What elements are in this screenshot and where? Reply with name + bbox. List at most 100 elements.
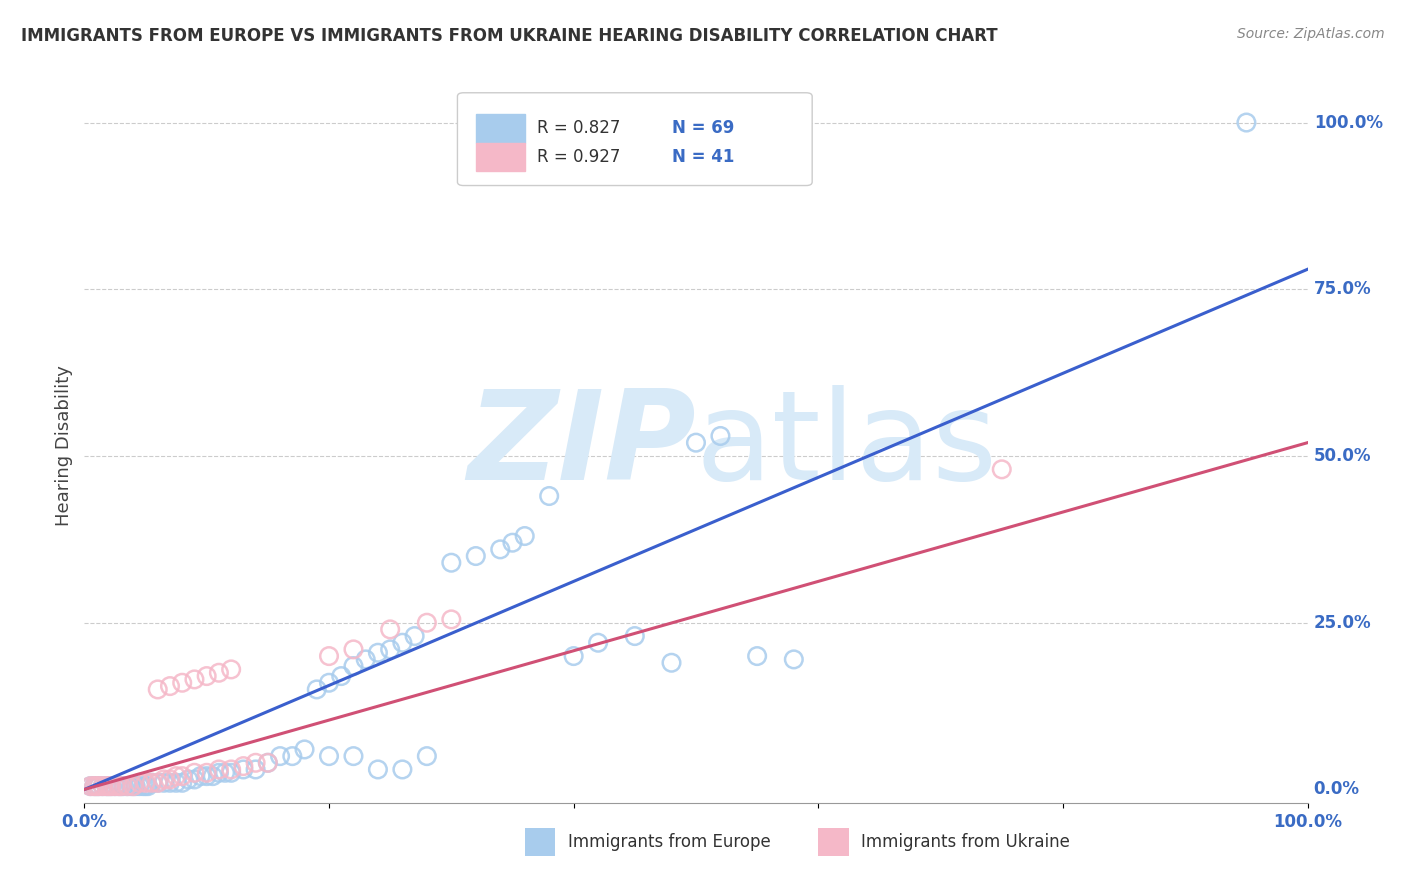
Point: [79, 779, 101, 793]
Point: [104, 779, 127, 793]
Point: [141, 776, 163, 790]
Point: [135, 779, 157, 793]
Point: [195, 765, 218, 780]
Point: [269, 749, 291, 764]
Point: [440, 612, 463, 626]
Point: [219, 662, 242, 676]
Point: [79, 779, 101, 793]
Point: [87, 779, 110, 793]
Point: [440, 556, 463, 570]
Point: [416, 749, 439, 764]
Point: [91, 779, 114, 793]
Point: [159, 772, 181, 787]
Point: [91, 779, 114, 793]
Point: [177, 772, 200, 787]
Text: N = 41: N = 41: [672, 148, 734, 166]
Point: [146, 682, 169, 697]
Point: [83, 779, 105, 793]
Point: [100, 779, 122, 793]
Point: [219, 765, 242, 780]
Point: [128, 776, 150, 790]
Point: [354, 652, 377, 666]
Point: [115, 779, 138, 793]
Text: IMMIGRANTS FROM EUROPE VS IMMIGRANTS FROM UKRAINE HEARING DISABILITY CORRELATION: IMMIGRANTS FROM EUROPE VS IMMIGRANTS FRO…: [21, 27, 998, 45]
Point: [183, 772, 205, 787]
Point: [257, 756, 280, 770]
Point: [404, 629, 426, 643]
Point: [146, 776, 169, 790]
Point: [183, 673, 205, 687]
Point: [87, 779, 110, 793]
Bar: [818, 828, 849, 856]
Text: 100.0%: 100.0%: [1313, 113, 1382, 131]
FancyBboxPatch shape: [457, 93, 813, 186]
Text: 50.0%: 50.0%: [1313, 447, 1371, 465]
Point: [201, 769, 224, 783]
Point: [464, 549, 486, 563]
Text: R = 0.827: R = 0.827: [537, 120, 620, 137]
Y-axis label: Hearing Disability: Hearing Disability: [55, 366, 73, 526]
Point: [120, 779, 142, 793]
Point: [391, 636, 413, 650]
Point: [115, 779, 138, 793]
Point: [153, 776, 176, 790]
Point: [183, 765, 205, 780]
Point: [165, 776, 187, 790]
Point: [538, 489, 561, 503]
Point: [367, 763, 389, 777]
Point: [318, 675, 340, 690]
Point: [172, 776, 194, 790]
Point: [165, 769, 187, 783]
Bar: [524, 828, 555, 856]
Point: [257, 756, 280, 770]
Point: [172, 769, 194, 783]
Point: [342, 749, 364, 764]
Point: [318, 749, 340, 764]
Point: [110, 779, 132, 793]
Point: [107, 779, 129, 793]
Point: [100, 779, 122, 793]
Bar: [475, 143, 524, 171]
Point: [380, 642, 402, 657]
Point: [125, 779, 148, 793]
Point: [783, 652, 806, 666]
Point: [110, 779, 132, 793]
Text: Immigrants from Europe: Immigrants from Europe: [568, 833, 770, 851]
Point: [208, 763, 231, 777]
Point: [122, 779, 145, 793]
Point: [661, 656, 683, 670]
Point: [190, 769, 212, 783]
Point: [367, 646, 389, 660]
Point: [153, 772, 176, 787]
Point: [624, 629, 647, 643]
Point: [97, 779, 120, 793]
Point: [86, 779, 108, 793]
Point: [219, 763, 242, 777]
Bar: [475, 114, 524, 143]
Point: [990, 462, 1012, 476]
Point: [380, 623, 402, 637]
Point: [294, 742, 316, 756]
Point: [83, 779, 105, 793]
Point: [128, 779, 150, 793]
Point: [141, 776, 163, 790]
Point: [747, 649, 769, 664]
Point: [245, 763, 267, 777]
Text: 75.0%: 75.0%: [1313, 280, 1371, 298]
Point: [112, 779, 135, 793]
Point: [709, 429, 731, 443]
Point: [159, 776, 181, 790]
Point: [305, 682, 328, 697]
Point: [97, 779, 120, 793]
Point: [135, 776, 157, 790]
Point: [96, 779, 118, 793]
Text: atlas: atlas: [696, 385, 998, 507]
Point: [208, 765, 231, 780]
Point: [281, 749, 304, 764]
Point: [136, 779, 159, 793]
Text: N = 69: N = 69: [672, 120, 734, 137]
Text: 0.0%: 0.0%: [1313, 780, 1360, 798]
Point: [489, 542, 512, 557]
Point: [132, 779, 155, 793]
Point: [195, 769, 218, 783]
